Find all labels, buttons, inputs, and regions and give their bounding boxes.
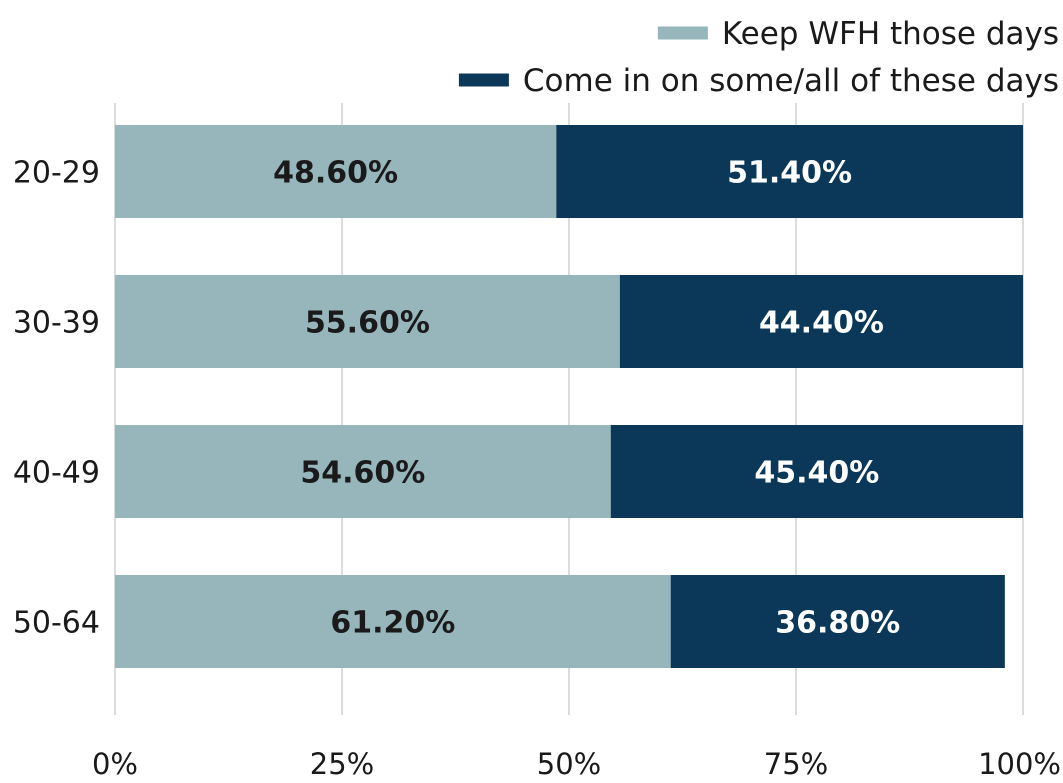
bar-segment-keep-wfh-30-39 (115, 275, 620, 368)
y-category-label: 50-64 (13, 606, 100, 641)
x-tick-label: 75% (764, 747, 828, 781)
data-label: 51.40% (727, 156, 852, 191)
legend-swatch (458, 73, 509, 87)
bar-segment-come-in-30-39 (619, 275, 1023, 368)
bar-segment-come-in-20-29 (556, 125, 1023, 218)
bar-segment-come-in-50-64 (670, 575, 1005, 668)
data-label: 55.60% (305, 306, 430, 341)
data-label: 61.20% (330, 606, 455, 641)
bar-segment-keep-wfh-40-49 (115, 425, 611, 518)
axes: 0% 25% 50% 75% 100% 20-29 30-39 40-49 50-64 (13, 156, 1061, 782)
data-label: 48.60% (273, 156, 398, 191)
data-label: 36.80% (775, 606, 900, 641)
data-labels: 48.60% 51.40% 55.60% 44.40% 54.60% 45.40% 61.2… (273, 156, 900, 641)
x-tick-label: 50% (537, 747, 601, 781)
x-tick-label: 100% (978, 747, 1061, 781)
legend-label: Keep WFH those days (722, 16, 1059, 52)
y-category-label: 40-49 (13, 456, 100, 491)
data-label: 44.40% (759, 306, 884, 341)
bar-segment-come-in-40-49 (610, 425, 1023, 518)
y-category-label: 30-39 (13, 306, 100, 341)
bar-segment-keep-wfh-50-64 (115, 575, 671, 668)
y-category-label: 20-29 (13, 156, 100, 191)
bars (115, 125, 1023, 668)
x-tick-label: 25% (310, 747, 374, 781)
x-tick-label: 0% (92, 747, 138, 781)
legend-label: Come in on some/all of these days (523, 63, 1059, 99)
legend: Keep WFH those days Come in on some/all o… (458, 16, 1059, 99)
data-label: 45.40% (754, 456, 879, 491)
data-label: 54.60% (300, 456, 425, 491)
bar-segment-keep-wfh-20-29 (115, 125, 557, 218)
legend-swatch (657, 26, 708, 40)
